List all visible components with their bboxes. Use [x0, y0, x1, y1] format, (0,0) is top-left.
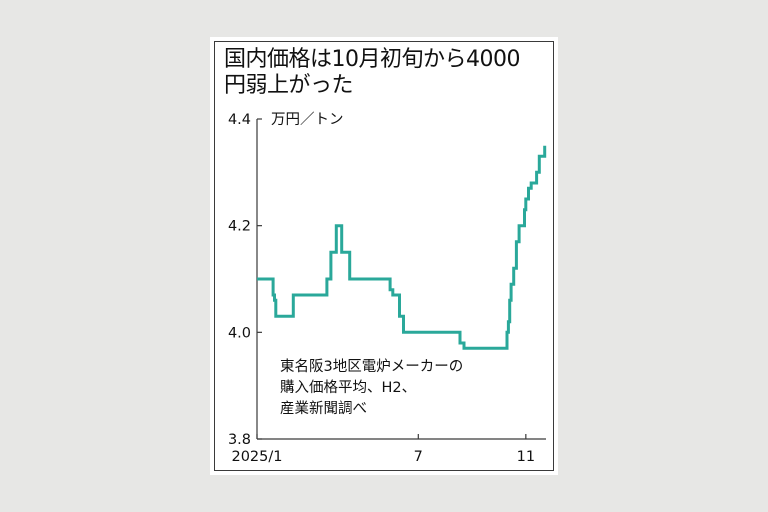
- source-note-line-3: 産業新聞調べ: [280, 401, 367, 417]
- y-axis-ticks: 3.8 4.0 4.2 4.4: [228, 112, 262, 448]
- source-note-line-2: 購入価格平均、H2、: [280, 380, 417, 396]
- x-tick-label: 2025/1: [231, 449, 282, 465]
- chart-card: 国内価格は10月初旬から4000 円弱上がった 3.8 4.0 4.2 4.4 202…: [210, 37, 558, 475]
- y-tick-label: 4.0: [228, 325, 251, 341]
- source-note: 東名阪3地区電炉メーカーの 購入価格平均、H2、 産業新聞調べ: [280, 357, 463, 420]
- line-chart: 3.8 4.0 4.2 4.4 2025/1 7 11 万円／トン: [228, 111, 547, 465]
- chart-title: 国内価格は10月初旬から4000 円弱上がった: [224, 47, 520, 99]
- price-series-line: [257, 145, 547, 350]
- y-axis-unit-label: 万円／トン: [271, 111, 344, 128]
- source-note-line-1: 東名阪3地区電炉メーカーの: [280, 359, 464, 375]
- x-tick-label: 11: [517, 449, 535, 465]
- chart-title-line-1: 国内価格は10月初旬から4000: [224, 47, 520, 72]
- chart-frame: [214, 41, 554, 471]
- x-tick-label: 7: [414, 449, 423, 465]
- y-tick-label: 4.4: [228, 112, 251, 128]
- y-tick-label: 4.2: [228, 219, 251, 235]
- chart-title-line-2: 円弱上がった: [224, 73, 354, 98]
- x-axis-ticks: 2025/1 7 11: [231, 434, 535, 465]
- y-tick-label: 3.8: [228, 432, 251, 448]
